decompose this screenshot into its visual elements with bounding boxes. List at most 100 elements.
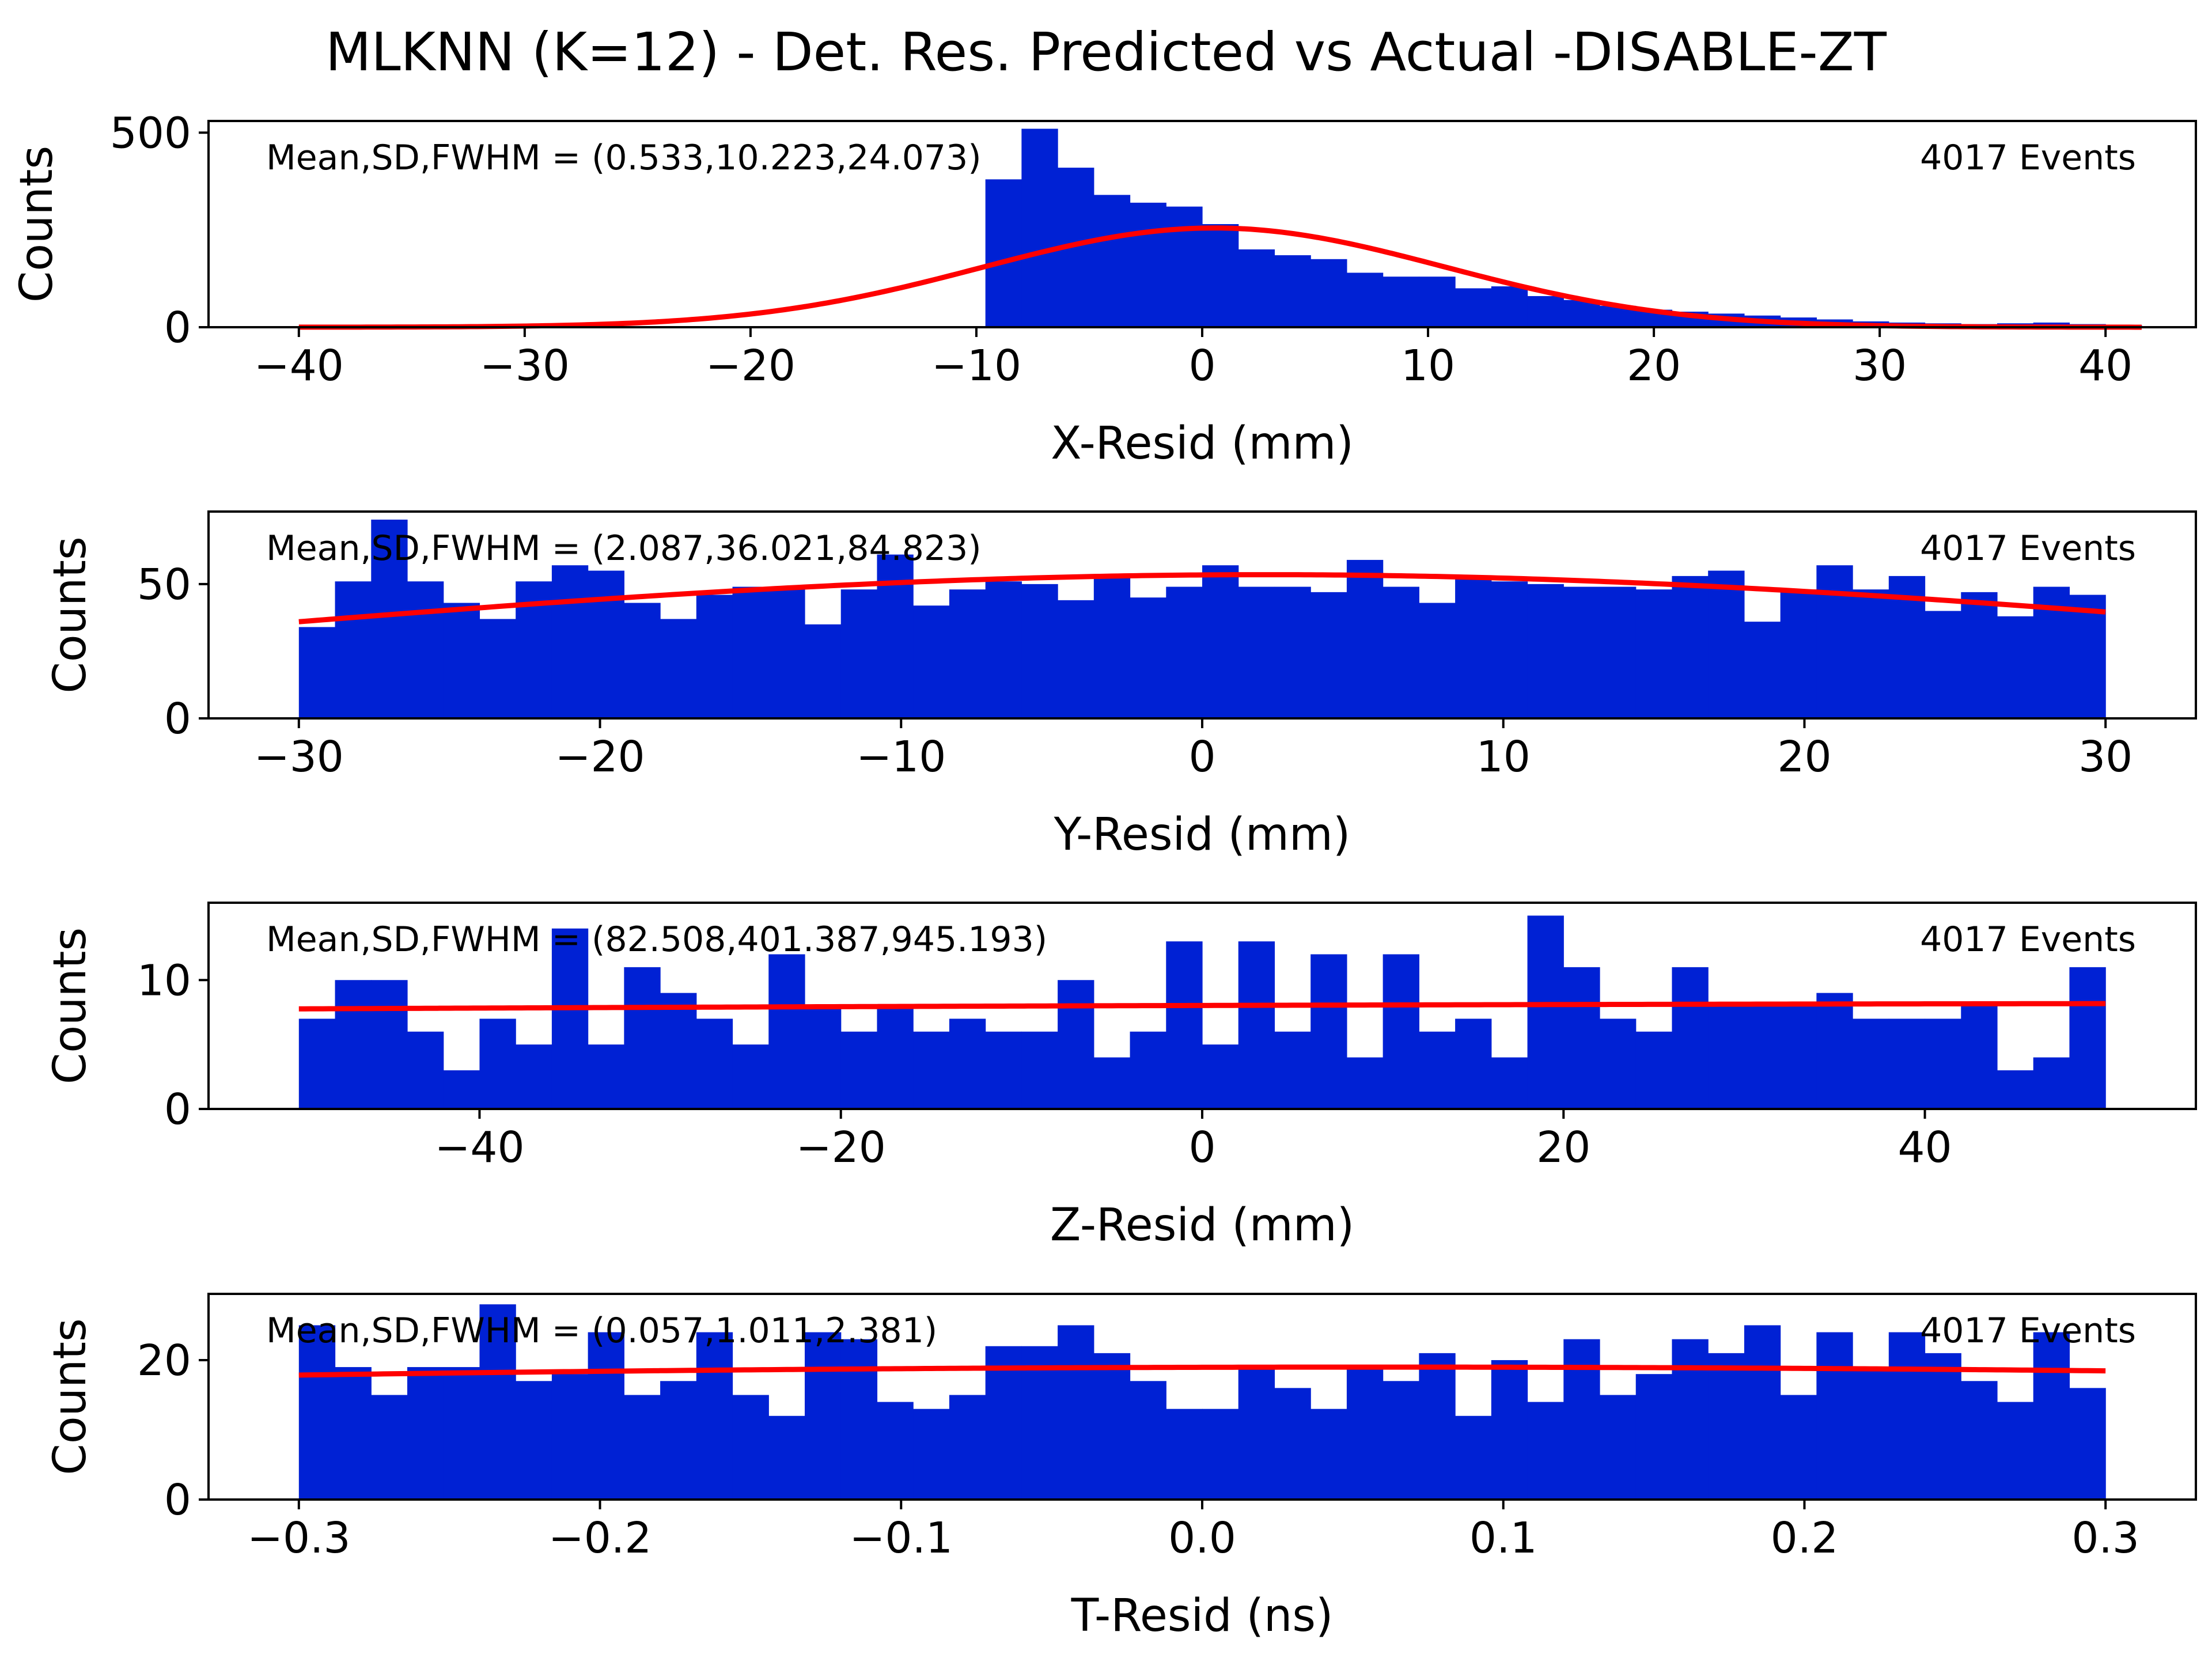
- histogram-bar: [1527, 915, 1564, 1109]
- histogram-bar: [1744, 1325, 1781, 1500]
- histogram-bar: [1238, 1367, 1275, 1500]
- x-tick-label: 0.3: [2071, 1513, 2139, 1563]
- histogram-bar: [1600, 1395, 1637, 1500]
- histogram-bar: [1166, 1409, 1203, 1500]
- x-tick-label: 0.2: [1771, 1513, 1839, 1563]
- histogram-bar: [1419, 1031, 1456, 1109]
- histogram-bar: [1166, 206, 1203, 327]
- histogram-bar: [985, 1031, 1022, 1109]
- y-tick-label: 10: [137, 956, 191, 1005]
- histogram-bar: [1961, 1381, 1998, 1500]
- histogram-bar: [840, 1339, 878, 1500]
- histogram-bar: [1310, 259, 1347, 327]
- histogram-bar: [1527, 584, 1564, 718]
- histogram-bar: [768, 586, 805, 718]
- histogram-bar: [805, 624, 842, 718]
- histogram-bar: [732, 586, 769, 718]
- histogram-bar: [660, 1381, 697, 1500]
- x-tick-label: 0: [1188, 732, 1215, 782]
- histogram-bar: [1058, 980, 1094, 1109]
- histogram-bar: [551, 565, 589, 718]
- histogram-bar: [1780, 589, 1817, 718]
- histogram-bar: [1058, 1325, 1094, 1500]
- histogram-bar: [407, 1031, 444, 1109]
- histogram-bar: [1130, 1031, 1166, 1109]
- histogram-bar: [1853, 589, 1889, 718]
- histogram-bar: [1166, 941, 1203, 1109]
- x-axis-label: T-Resid (ns): [1071, 1590, 1334, 1642]
- histogram-bar: [516, 1044, 552, 1109]
- histogram-bar: [371, 980, 408, 1109]
- histogram-bar: [1202, 224, 1239, 327]
- histogram-bar: [1419, 277, 1456, 327]
- y-tick-label: 50: [137, 560, 191, 609]
- histogram-bar: [1455, 1019, 1492, 1109]
- histogram-panel: −30 −20 −10 0 10 20 30 0 50 Y-Resid (mm) Counts Mea…: [44, 510, 2197, 861]
- histogram-bar: [1130, 1381, 1166, 1500]
- histogram-bar: [1600, 1019, 1637, 1109]
- histogram-bar: [985, 179, 1022, 327]
- histogram-bar: [2069, 967, 2106, 1109]
- gaussian-fit-line: [298, 572, 2106, 624]
- y-tick-label: 0: [164, 694, 191, 744]
- histogram-bar: [1021, 128, 1058, 327]
- histogram-bar: [1816, 1332, 1853, 1500]
- histogram-bar: [1888, 1332, 1926, 1500]
- histogram-bar: [1708, 1353, 1745, 1500]
- x-tick-label: −10: [931, 341, 1021, 391]
- histogram-bar: [949, 589, 986, 718]
- x-axis-label: Z-Resid (mm): [1050, 1199, 1354, 1251]
- histogram-bar: [443, 603, 480, 718]
- histogram-bar: [1021, 1346, 1058, 1500]
- histogram-bar: [624, 603, 661, 718]
- histogram-bar: [1600, 586, 1637, 718]
- histogram-bar: [298, 1325, 336, 1500]
- histogram-panel: −40 −30 −20 −10 0 10 20 30 40 0 500 X-Resid (mm) Cou…: [11, 108, 2197, 470]
- x-tick-label: −0.1: [849, 1513, 953, 1563]
- y-axis-label: Counts: [44, 536, 96, 693]
- histogram-bar: [696, 1019, 733, 1109]
- x-tick-label: 30: [2078, 732, 2133, 782]
- histogram-bar: [1346, 1057, 1384, 1109]
- histogram-bar: [1382, 586, 1419, 718]
- histogram-bar: [1672, 1339, 1709, 1500]
- histogram-bar: [913, 1031, 950, 1109]
- histogram-bar: [1202, 1409, 1239, 1500]
- histogram-bar: [1635, 1374, 1673, 1500]
- x-tick-label: −20: [555, 732, 645, 782]
- histogram-bar: [732, 1395, 769, 1500]
- x-tick-label: −30: [254, 732, 344, 782]
- y-axis-label: Counts: [44, 927, 96, 1084]
- histogram-bar: [2033, 1057, 2070, 1109]
- histogram-bar: [516, 1381, 552, 1500]
- histogram-bar: [551, 928, 589, 1109]
- histogram-bar: [1563, 1339, 1600, 1500]
- x-tick-label: 0.0: [1168, 1513, 1236, 1563]
- y-tick-label: 0: [164, 1475, 191, 1525]
- histogram-bar: [1925, 611, 1961, 718]
- histogram-bar: [371, 519, 408, 718]
- histogram-bar: [2069, 1388, 2106, 1500]
- histogram-bar: [551, 1374, 589, 1500]
- histogram-bar: [913, 1409, 950, 1500]
- histogram-bar: [1021, 584, 1058, 718]
- x-tick-label: 10: [1401, 341, 1455, 391]
- histogram-bar: [588, 570, 624, 718]
- histogram-bar: [1816, 565, 1853, 718]
- histogram-bar: [1021, 1031, 1058, 1109]
- histogram-bar: [1130, 202, 1166, 327]
- x-tick-label: −20: [796, 1123, 886, 1172]
- stats-annotation: Mean,SD,FWHM = (0.057,1.011,2.381): [266, 1311, 937, 1351]
- events-annotation: 4017 Events: [1920, 138, 2136, 178]
- events-annotation: 4017 Events: [1920, 528, 2136, 569]
- histogram-bar: [877, 1006, 914, 1109]
- histogram-bar: [1382, 1381, 1419, 1500]
- x-tick-label: 30: [1853, 341, 1907, 391]
- histogram-bar: [1997, 1402, 2034, 1500]
- gaussian-fit-line: [298, 1001, 2106, 1012]
- histogram-bar: [1274, 1031, 1311, 1109]
- histogram-bar: [1997, 616, 2034, 718]
- histogram-bar: [696, 595, 733, 718]
- y-axis-label: Counts: [11, 146, 63, 302]
- histogram-bar: [1130, 597, 1166, 718]
